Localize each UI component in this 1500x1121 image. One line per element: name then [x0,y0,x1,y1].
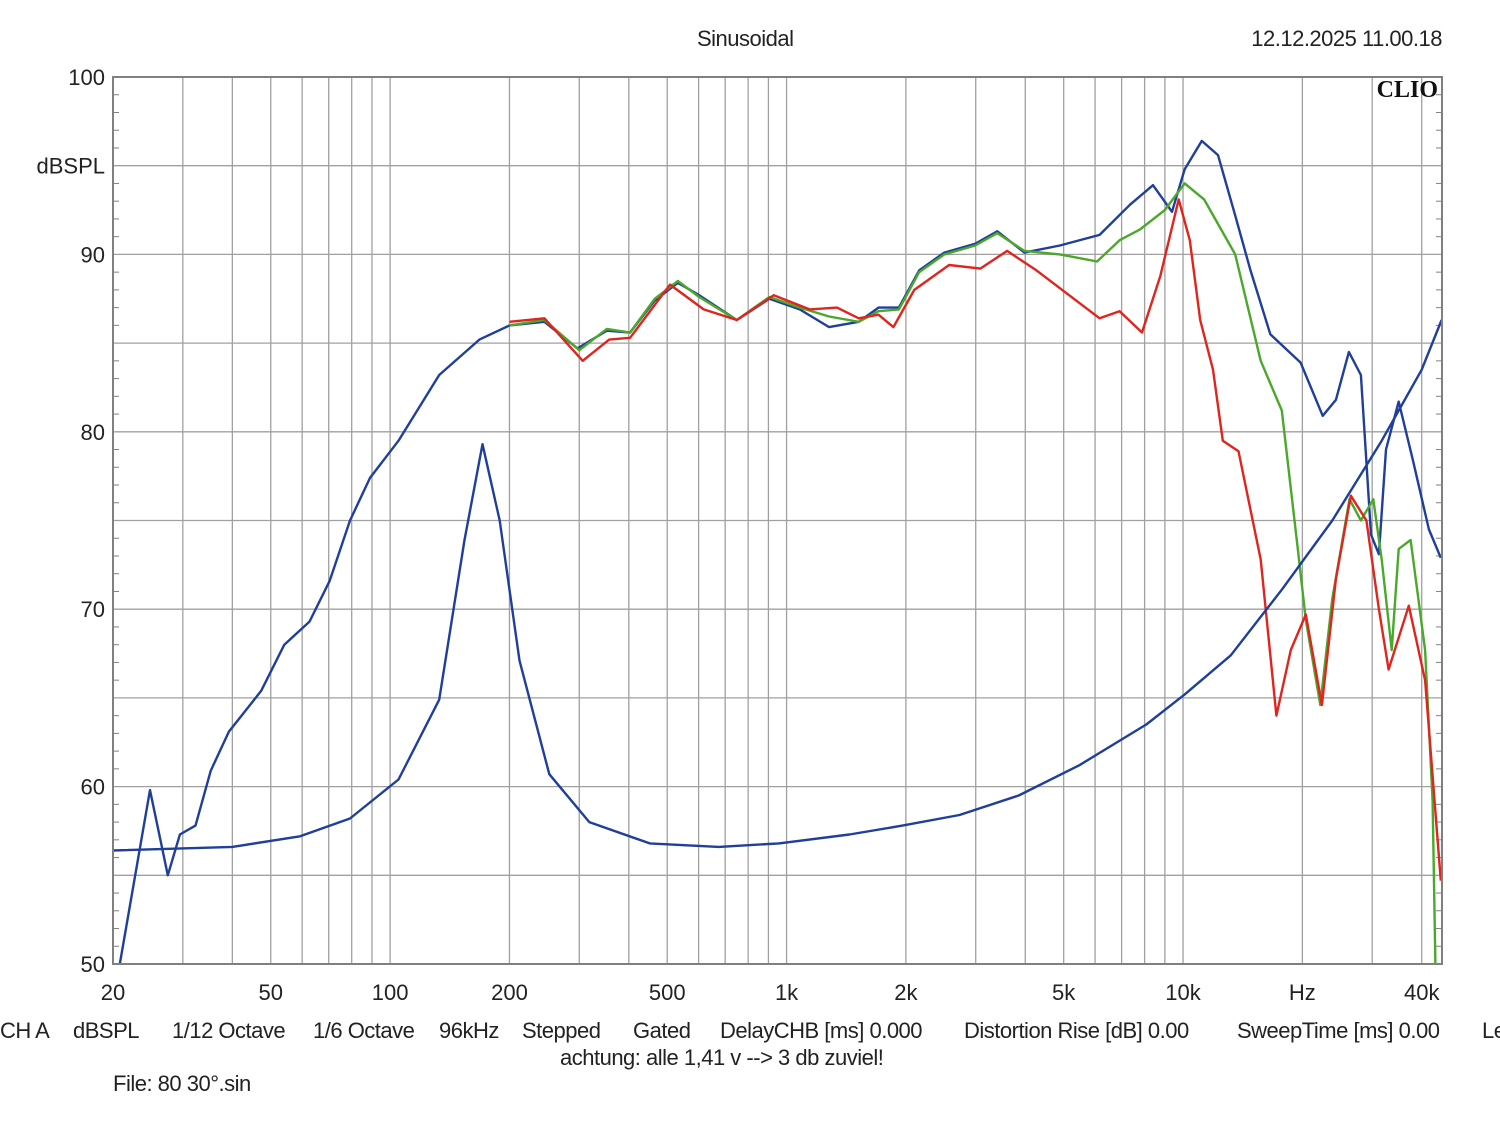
y-tick-label: 90 [81,242,105,267]
footer-mode: Stepped [522,1018,601,1043]
footer-unit: dBSPL [73,1018,140,1043]
y-tick-label: 70 [81,597,105,622]
chart-title: Sinusoidal [697,26,794,51]
x-tick-label: 5k [1052,980,1076,1005]
x-tick-label: 500 [649,980,686,1005]
series-line-response-red [509,198,1442,881]
footer-truncated: Le [1482,1018,1500,1043]
footer-sweeptime: SweepTime [ms] 0.00 [1237,1018,1440,1043]
y-tick-label: 60 [81,775,105,800]
footer-file: File: 80 30°.sin [113,1071,251,1096]
footer-gated: Gated [633,1018,691,1043]
clio-logo: CLIO [1377,77,1438,103]
x-tick-label: 1k [775,980,799,1005]
footer-distortion: Distortion Rise [dB] 0.00 [964,1018,1189,1043]
footer-samplerate: 96kHz [439,1018,499,1043]
plot-frame [112,76,1443,965]
series-line-impedance-blue [112,319,1443,852]
y-tick-label: 80 [81,420,105,445]
x-tick-label: 200 [491,980,528,1005]
footer-resolution: 1/6 Octave [313,1018,415,1043]
series-line-response-green [509,182,1437,965]
x-tick-label: 40k [1404,980,1440,1005]
y-axis-label: dBSPL [37,154,106,179]
footer-channel: CH A [0,1018,50,1043]
tick-labels: 20 50 100 200 500 1k 2k 5k 10k Hz 40k 100 dBSPL 90 80 7… [37,65,1441,1005]
x-tick-label: 2k [894,980,918,1005]
series-line-response-blue [118,139,1442,965]
x-tick-label: 10k [1165,980,1201,1005]
footer-note: achtung: alle 1,41 v --> 3 db zuviel! [560,1045,884,1070]
footer-smoothing: 1/12 Octave [172,1018,286,1043]
x-tick-label: 50 [259,980,283,1005]
footer-delay: DelayCHB [ms] 0.000 [720,1018,923,1043]
x-tick-label: Hz [1289,980,1316,1005]
y-tick-label: 100 [68,65,105,90]
x-tick-label: 20 [101,980,125,1005]
timestamp: 12.12.2025 11.00.18 [1251,26,1442,51]
series-group [112,139,1443,965]
x-tick-label: 100 [372,980,409,1005]
y-tick-label: 50 [81,952,105,977]
